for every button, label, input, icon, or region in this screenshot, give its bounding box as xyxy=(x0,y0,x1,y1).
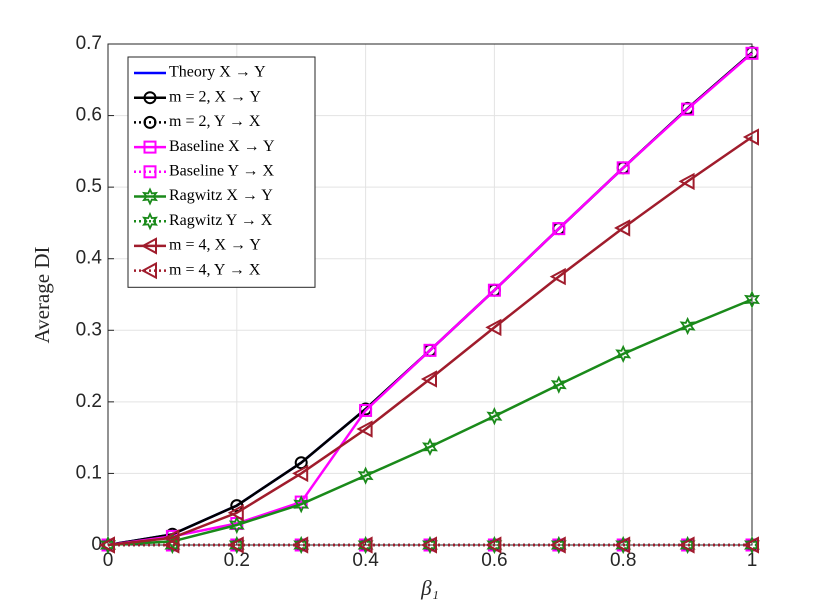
marker xyxy=(549,267,566,286)
marker xyxy=(227,504,244,522)
marker xyxy=(487,283,501,297)
y-tick-label: 0.7 xyxy=(76,33,102,54)
marker xyxy=(143,91,157,105)
marker xyxy=(356,536,373,554)
marker xyxy=(422,437,438,457)
marker xyxy=(357,466,374,485)
marker xyxy=(616,161,630,175)
marker xyxy=(486,407,503,426)
marker xyxy=(143,165,157,179)
marker xyxy=(552,222,566,236)
marker xyxy=(356,420,373,438)
x-tick-label: 0.2 xyxy=(224,550,250,571)
legend-label: Ragwitz Y → X xyxy=(169,212,273,229)
marker xyxy=(293,495,310,514)
marker xyxy=(140,261,157,280)
y-tick-label: 0.6 xyxy=(76,105,102,126)
legend-label: Theory X → Y xyxy=(169,64,266,81)
marker xyxy=(549,536,566,554)
x-tick-label: 1 xyxy=(747,550,758,571)
legend-label: m = 4, X → Y xyxy=(169,237,261,254)
marker xyxy=(742,128,759,146)
legend-label: m = 2, X → Y xyxy=(169,88,261,105)
marker xyxy=(744,290,760,309)
marker xyxy=(294,456,308,470)
marker xyxy=(745,46,759,60)
y-tick-label: 0.3 xyxy=(76,319,102,340)
marker xyxy=(143,115,157,129)
marker xyxy=(614,536,631,554)
marker xyxy=(359,403,373,417)
marker xyxy=(420,370,437,388)
marker xyxy=(142,187,158,206)
marker xyxy=(98,536,115,554)
marker xyxy=(678,536,695,554)
x-axis-label: β₁ xyxy=(420,576,439,600)
series-line xyxy=(107,298,753,547)
y-tick-label: 0.1 xyxy=(76,462,102,483)
legend-label: Ragwitz X → Y xyxy=(169,187,273,204)
y-tick-label: 0.5 xyxy=(76,176,102,197)
marker xyxy=(143,140,157,154)
marker xyxy=(679,316,696,336)
legend-label: m = 4, Y → X xyxy=(169,261,261,278)
legend-label: Baseline Y → X xyxy=(169,162,274,179)
marker xyxy=(292,464,309,483)
marker xyxy=(681,102,695,116)
series-line xyxy=(107,135,753,547)
marker xyxy=(420,536,437,554)
y-tick-label: 0 xyxy=(91,534,102,555)
marker xyxy=(163,536,180,554)
marker xyxy=(615,344,632,364)
marker xyxy=(292,536,309,554)
marker xyxy=(228,515,245,535)
marker xyxy=(485,536,502,554)
x-tick-label: 0.6 xyxy=(481,550,507,571)
y-tick-label: 0.2 xyxy=(76,391,102,412)
marker xyxy=(423,343,437,357)
x-tick-label: 0 xyxy=(103,550,114,571)
y-axis-label: Average DI xyxy=(30,247,54,344)
y-tick-label: 0.4 xyxy=(76,248,103,269)
marker xyxy=(678,172,695,191)
series xyxy=(98,536,759,554)
legend-label: Baseline X → Y xyxy=(169,138,275,155)
marker xyxy=(742,536,759,554)
x-tick-label: 0.4 xyxy=(352,550,379,571)
marker xyxy=(485,318,502,337)
legend-label: m = 2, Y → X xyxy=(169,113,261,130)
x-tick-label: 0.8 xyxy=(610,550,636,571)
marker xyxy=(227,536,244,554)
marker xyxy=(142,212,158,231)
marker xyxy=(140,237,157,255)
series-line xyxy=(107,52,753,547)
marker xyxy=(614,219,631,237)
marker xyxy=(550,375,567,394)
